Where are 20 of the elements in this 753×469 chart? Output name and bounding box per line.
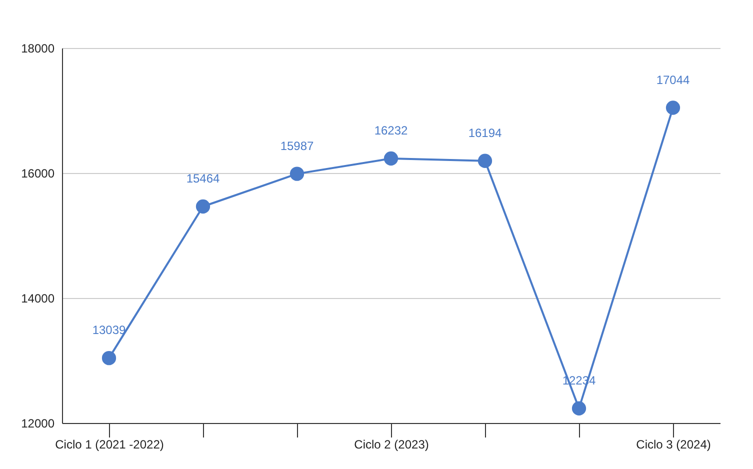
x-tick-label: Ciclo 3 (2024) xyxy=(636,438,711,452)
point xyxy=(666,100,680,115)
data-label: 15464 xyxy=(186,172,220,186)
point xyxy=(102,351,116,366)
data-label: 16232 xyxy=(374,124,408,138)
y-tick-label: 12000 xyxy=(21,416,55,430)
point xyxy=(384,151,398,166)
y-tick-label: 18000 xyxy=(21,42,55,56)
point xyxy=(196,199,210,214)
y-tick-label: 14000 xyxy=(21,292,55,306)
y-tick-label: 16000 xyxy=(21,166,55,180)
x-tick-label: Ciclo 2 (2023) xyxy=(354,438,429,452)
x-tick-label: Ciclo 1 (2021 -2022) xyxy=(55,438,164,452)
data-label: 13039 xyxy=(92,323,126,338)
point xyxy=(572,401,586,416)
data-label: 17044 xyxy=(656,72,690,87)
data-label: 16194 xyxy=(468,126,502,140)
data-label: 15987 xyxy=(280,138,314,153)
point xyxy=(478,154,492,168)
point xyxy=(290,166,304,181)
